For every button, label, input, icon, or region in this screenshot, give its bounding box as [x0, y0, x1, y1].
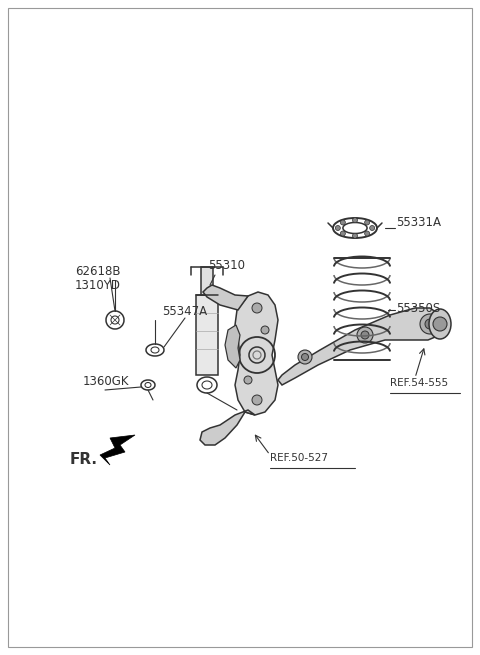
- Circle shape: [425, 319, 435, 329]
- Circle shape: [340, 231, 346, 236]
- Ellipse shape: [429, 309, 451, 339]
- Circle shape: [352, 233, 358, 238]
- Circle shape: [261, 326, 269, 334]
- Text: 1360GK: 1360GK: [83, 375, 130, 388]
- Polygon shape: [278, 308, 445, 385]
- Circle shape: [252, 303, 262, 313]
- Polygon shape: [203, 285, 248, 310]
- Text: 1310YD: 1310YD: [75, 279, 121, 292]
- Circle shape: [298, 350, 312, 364]
- Circle shape: [365, 231, 370, 236]
- Text: REF.50-527: REF.50-527: [270, 453, 328, 463]
- Polygon shape: [200, 410, 255, 445]
- Bar: [196, 295, 218, 375]
- Circle shape: [420, 314, 440, 334]
- Text: 55347A: 55347A: [162, 305, 207, 318]
- Bar: [201, 267, 213, 295]
- Text: 55310: 55310: [208, 259, 245, 272]
- Text: FR.: FR.: [70, 452, 98, 467]
- Text: 55350S: 55350S: [396, 301, 440, 314]
- Circle shape: [352, 217, 358, 223]
- Text: 55331A: 55331A: [396, 215, 441, 229]
- Circle shape: [370, 225, 375, 231]
- Circle shape: [433, 317, 447, 331]
- Polygon shape: [225, 325, 240, 368]
- Circle shape: [301, 354, 309, 360]
- Polygon shape: [100, 435, 135, 465]
- Polygon shape: [235, 292, 278, 415]
- Circle shape: [336, 225, 340, 231]
- Text: REF.54-555: REF.54-555: [390, 378, 448, 388]
- Circle shape: [252, 395, 262, 405]
- Circle shape: [361, 331, 369, 339]
- Text: 62618B: 62618B: [75, 265, 120, 278]
- Circle shape: [357, 327, 373, 343]
- Circle shape: [340, 220, 346, 225]
- Circle shape: [365, 220, 370, 225]
- Circle shape: [244, 376, 252, 384]
